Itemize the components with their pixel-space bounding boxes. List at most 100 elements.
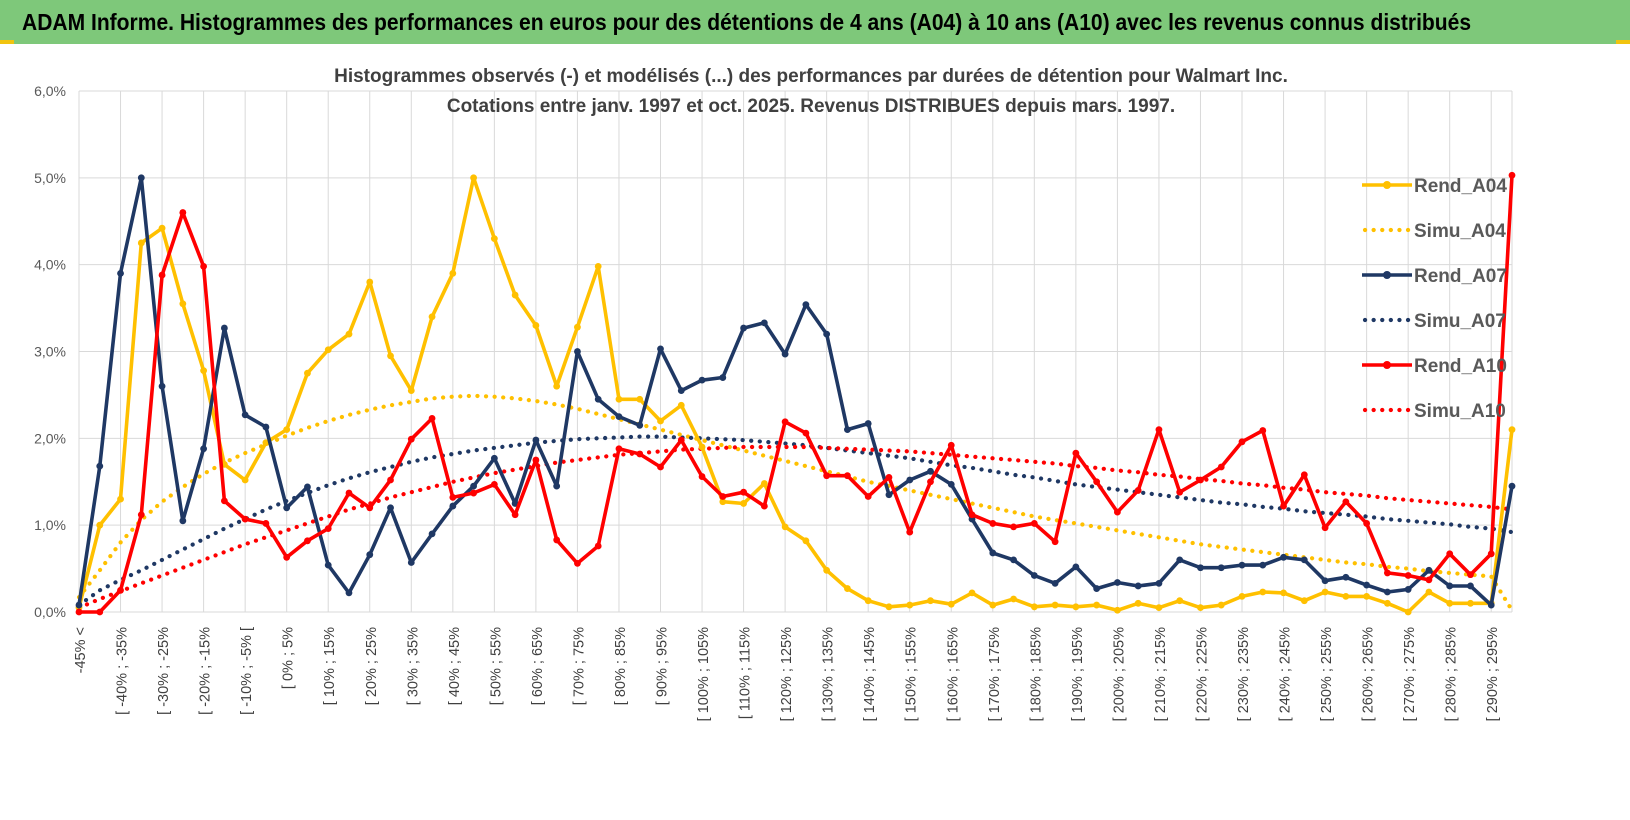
data-point xyxy=(1259,588,1267,596)
data-point xyxy=(1321,588,1329,596)
data-point xyxy=(470,174,477,182)
data-point xyxy=(1467,582,1474,590)
data-point xyxy=(407,435,415,443)
data-point xyxy=(449,269,457,277)
x-tick-label: [ 40% ; 45% xyxy=(447,627,463,705)
data-point xyxy=(657,463,664,471)
legend-label: Rend_A04 xyxy=(1414,176,1507,197)
legend-item: Simu_A07 xyxy=(1362,311,1506,332)
legend-item: Rend_A07 xyxy=(1362,266,1507,287)
data-point xyxy=(137,511,145,519)
series-line xyxy=(79,175,1514,614)
data-point xyxy=(1197,476,1204,484)
x-tick-label: [ 210% ; 215% xyxy=(1153,627,1169,721)
data-point xyxy=(677,401,685,409)
series-rend-a07 xyxy=(75,174,1516,609)
data-point xyxy=(844,472,851,480)
data-point xyxy=(1051,538,1059,546)
x-tick-label: -45% < xyxy=(73,627,89,673)
data-point xyxy=(490,454,498,462)
data-point xyxy=(158,382,166,390)
legend-marker xyxy=(1383,361,1391,369)
data-point xyxy=(241,411,249,419)
data-point xyxy=(802,429,810,437)
data-point xyxy=(1259,427,1267,434)
series xyxy=(75,171,1516,616)
data-point xyxy=(1467,599,1474,607)
y-tick-label: 0,0% xyxy=(34,604,66,620)
data-point xyxy=(407,387,415,394)
x-tick-label: [ 130% ; 135% xyxy=(821,627,837,721)
x-tick-label: [ -10% ; -5% [ xyxy=(239,627,255,715)
data-point xyxy=(324,561,332,569)
data-point xyxy=(1425,566,1433,574)
data-point xyxy=(1051,579,1059,587)
data-point xyxy=(594,542,602,550)
x-tick-label: [ 280% ; 285% xyxy=(1444,627,1460,721)
data-point xyxy=(428,313,436,321)
x-tick-label: [ 250% ; 255% xyxy=(1319,627,1335,721)
data-point xyxy=(179,209,187,216)
data-point xyxy=(117,269,124,277)
data-point xyxy=(636,450,644,458)
legend-marker xyxy=(1383,271,1391,279)
data-point xyxy=(1342,592,1350,600)
data-point xyxy=(823,330,831,338)
data-point xyxy=(1030,603,1038,611)
data-point xyxy=(1072,449,1080,457)
series-rend-a04 xyxy=(75,174,1516,616)
data-point xyxy=(117,495,124,503)
data-point xyxy=(968,511,976,519)
data-point xyxy=(1280,553,1287,561)
data-point xyxy=(1383,569,1391,577)
x-tick-label: [ 260% ; 265% xyxy=(1361,627,1377,721)
data-point xyxy=(740,500,747,507)
data-point xyxy=(553,536,561,544)
data-point xyxy=(220,497,228,505)
legend-label: Simu_A10 xyxy=(1414,401,1506,422)
data-point xyxy=(1300,471,1308,479)
data-point xyxy=(137,239,145,247)
data-point xyxy=(906,528,914,536)
series-line xyxy=(77,176,1514,607)
series-line xyxy=(77,176,1514,614)
legend-label: Rend_A10 xyxy=(1414,356,1507,377)
data-point xyxy=(553,482,561,490)
data-point xyxy=(1072,603,1080,611)
data-point xyxy=(636,395,644,403)
data-point xyxy=(1404,608,1412,616)
data-point xyxy=(760,502,768,510)
chart-title: Histogrammes observés (-) et modélisés (… xyxy=(334,66,1288,87)
data-point xyxy=(283,553,291,561)
data-point xyxy=(1114,579,1121,586)
data-point xyxy=(345,330,353,338)
x-tick-label: [ 290% ; 295% xyxy=(1485,627,1501,721)
page-title: ADAM Informe. Histogrammes des performan… xyxy=(22,9,1472,35)
y-tick-label: 4,0% xyxy=(34,257,66,273)
data-point xyxy=(947,600,955,608)
line-chart: 0,0% 1,0% 2,0% 3,0% 4,0% 5,0% 6,0% -45% < [ -40… xyxy=(34,66,1516,721)
data-point xyxy=(366,504,374,512)
data-point xyxy=(532,322,540,329)
data-point xyxy=(1467,571,1474,579)
data-point xyxy=(1176,597,1184,605)
data-point xyxy=(906,601,914,609)
data-point xyxy=(490,235,498,243)
data-point xyxy=(1134,487,1142,494)
data-point xyxy=(927,478,934,486)
x-tick-label: [ 160% ; 165% xyxy=(945,627,961,721)
data-point xyxy=(1155,579,1163,587)
data-point xyxy=(927,467,934,475)
data-point xyxy=(304,537,311,545)
data-point xyxy=(1487,550,1495,558)
data-point xyxy=(947,480,955,488)
data-point xyxy=(947,441,955,449)
x-tick-label: [ 30% ; 35% xyxy=(405,627,421,705)
data-point xyxy=(1487,601,1495,609)
data-point xyxy=(989,520,997,527)
y-tick-label: 2,0% xyxy=(34,430,66,446)
data-point xyxy=(1280,502,1287,510)
x-tick-label: [ 240% ; 245% xyxy=(1278,627,1294,721)
data-point xyxy=(262,520,270,527)
data-point xyxy=(1176,488,1184,496)
